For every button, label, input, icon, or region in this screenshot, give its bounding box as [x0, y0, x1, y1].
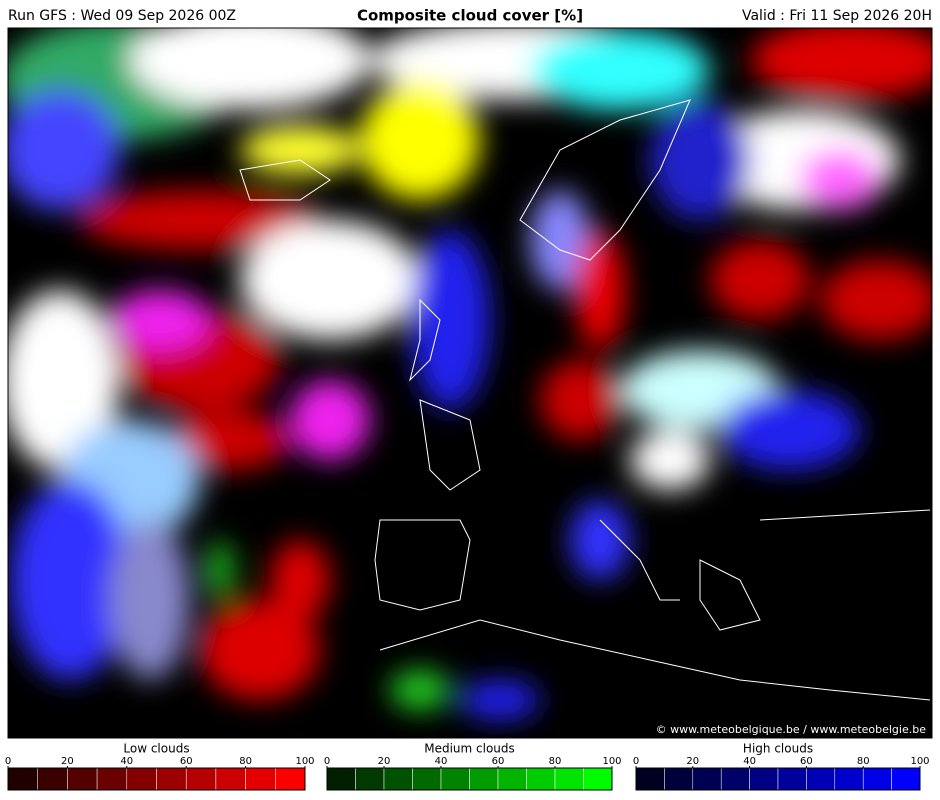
legend-tick-label: 80 [549, 756, 562, 767]
legend-title: Low clouds [123, 742, 189, 756]
legend-swatch [583, 767, 613, 791]
legend-swatch [326, 767, 356, 791]
legend-border [635, 767, 921, 791]
legend-tick-label: 100 [602, 756, 621, 767]
legend-swatch [664, 767, 694, 791]
legend-swatch [67, 767, 98, 791]
legend-tick-label: 40 [743, 756, 756, 767]
legend-swatch [156, 767, 187, 791]
legend-tick-label: 20 [378, 756, 391, 767]
run-label: Run GFS : Wed 09 Sep 2026 00Z [8, 8, 236, 24]
legend-tick-label: 40 [120, 756, 133, 767]
legend-tick-label: 20 [686, 756, 699, 767]
legend-tick-label: 80 [857, 756, 870, 767]
legend-swatch [7, 767, 38, 791]
legend-swatch [37, 767, 68, 791]
cloud-map: © www.meteobelgique.be / www.meteobelgie… [8, 28, 932, 738]
legend-swatch [891, 767, 921, 791]
legend-tick-label: 60 [800, 756, 813, 767]
legend-swatch [749, 767, 779, 791]
legend-swatch [635, 767, 665, 791]
legend-swatch [440, 767, 470, 791]
legend-swatch [720, 767, 750, 791]
legend-swatch [526, 767, 556, 791]
valid-label: Valid : Fri 11 Sep 2026 20H [742, 8, 932, 24]
legend-swatch [383, 767, 413, 791]
legend-tick-label: 0 [5, 756, 11, 767]
credit: © www.meteobelgique.be / www.meteobelgie… [656, 723, 927, 736]
legend-title: Medium clouds [424, 742, 515, 756]
legend-swatch [355, 767, 385, 791]
legend-tick-label: 20 [61, 756, 74, 767]
legend-swatch [185, 767, 217, 791]
legend-swatch [692, 767, 722, 791]
legend-border [326, 767, 613, 791]
legend-swatch [215, 767, 246, 791]
legend-tick-label: 60 [492, 756, 505, 767]
legend-swatch [469, 767, 499, 791]
legend-title: High clouds [743, 742, 813, 756]
legend-swatch [497, 767, 527, 791]
legend-swatch [806, 767, 836, 791]
legend-tick-label: 100 [910, 756, 929, 767]
legend-swatch [862, 767, 892, 791]
legend-tick-label: 60 [180, 756, 193, 767]
legend-tick-label: 40 [435, 756, 448, 767]
legend-swatch [245, 767, 276, 791]
legend-swatch [777, 767, 807, 791]
legend-swatch [554, 767, 584, 791]
legend-swatch [96, 767, 128, 791]
legend-swatch [834, 767, 864, 791]
legend-swatch [412, 767, 442, 791]
legend-tick-label: 100 [295, 756, 314, 767]
legend-swatch [275, 767, 306, 791]
legend-tick-label: 0 [324, 756, 330, 767]
legend-swatch [126, 767, 157, 791]
map-title: Composite cloud cover [%] [357, 7, 583, 25]
legend-border [7, 767, 306, 791]
legend-tick-label: 0 [633, 756, 639, 767]
map-frame [7, 27, 933, 739]
legend-tick-label: 80 [239, 756, 252, 767]
